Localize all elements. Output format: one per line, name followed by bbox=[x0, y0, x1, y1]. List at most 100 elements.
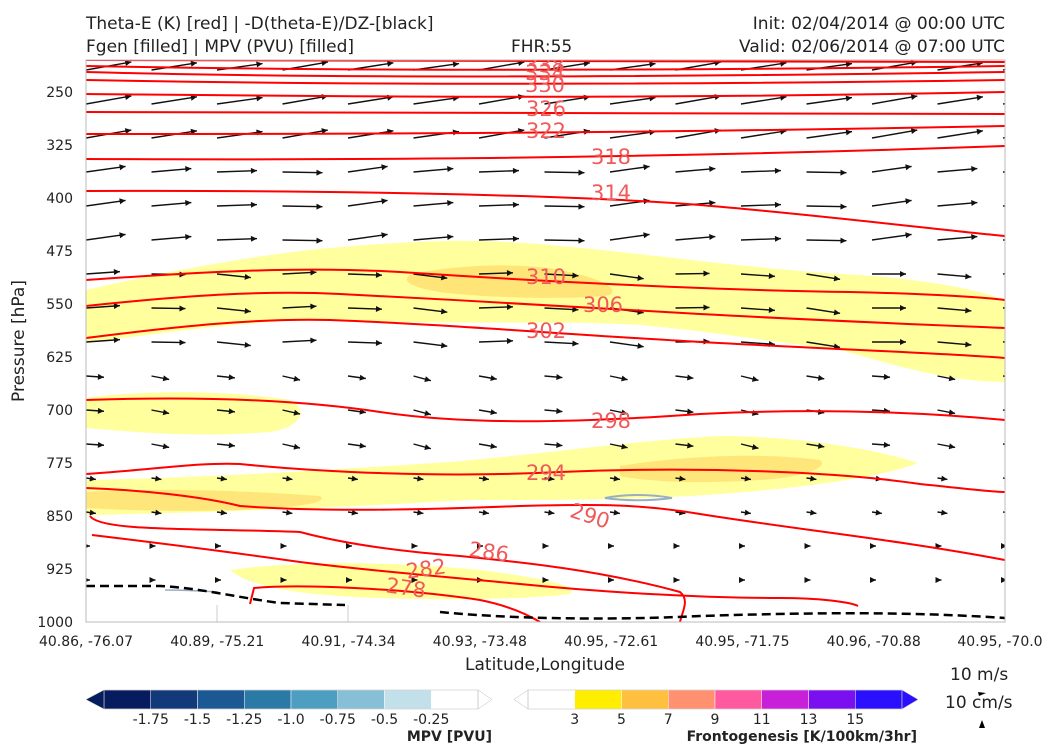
wind-vector-head bbox=[1031, 269, 1037, 275]
wind-vector-head bbox=[900, 271, 906, 277]
wind-vector-head bbox=[905, 198, 912, 205]
stability-contour bbox=[86, 584, 346, 607]
wind-vector bbox=[216, 237, 258, 241]
wind-vector-head bbox=[542, 543, 549, 549]
wind-vector bbox=[806, 205, 847, 208]
wind-vector-head bbox=[1037, 168, 1043, 174]
wind-vector-head bbox=[381, 198, 388, 205]
fgen-fill-region bbox=[86, 240, 1005, 382]
wind-vector bbox=[1002, 409, 1005, 411]
wind-vector-head bbox=[215, 543, 221, 549]
x-tick-label: 40.91, -74.34 bbox=[302, 634, 396, 650]
wind-vector bbox=[609, 96, 656, 105]
wind-vector bbox=[740, 169, 782, 173]
wind-vector-head bbox=[124, 94, 132, 101]
theta-e-contour bbox=[86, 268, 1005, 301]
x-axis-label: Latitude,Longitude bbox=[465, 655, 625, 675]
theta-e-contour-label: 286 bbox=[467, 537, 510, 566]
title-line-2: Fgen [filled] | MPV (PVU) [filled] bbox=[86, 37, 355, 57]
y-tick-label: 400 bbox=[46, 191, 73, 207]
theta-e-contour bbox=[86, 189, 1005, 237]
wind-vector-head bbox=[883, 441, 890, 448]
wind-vector bbox=[806, 171, 847, 174]
wind-vector-head bbox=[359, 442, 366, 449]
wind-vector-head bbox=[280, 543, 287, 549]
wind-vector bbox=[1002, 69, 1005, 71]
wind-vector bbox=[347, 233, 388, 241]
theta-e-contour-label: 322 bbox=[526, 119, 566, 143]
wind-vector bbox=[86, 199, 126, 207]
wind-vector-head bbox=[542, 577, 549, 583]
wind-vector bbox=[1002, 103, 1005, 105]
wind-vector-head bbox=[162, 409, 170, 416]
fgen-fill-region bbox=[86, 489, 322, 511]
wind-vector-head bbox=[578, 169, 585, 176]
wind-vector bbox=[86, 233, 126, 241]
wind-vector-head bbox=[440, 274, 448, 281]
wind-vector-head bbox=[119, 164, 126, 171]
theta-e-contour-label: 314 bbox=[591, 181, 631, 205]
wind-vector-head bbox=[572, 306, 579, 313]
wind-vector bbox=[675, 235, 716, 241]
wind-vector-head bbox=[1042, 61, 1048, 67]
wind-vector bbox=[675, 95, 721, 105]
y-tick-label: 850 bbox=[46, 509, 73, 525]
wind-vector-head bbox=[185, 234, 192, 241]
wind-vector-head bbox=[310, 269, 317, 276]
theta-e-contour-label: 334 bbox=[525, 61, 565, 85]
wind-vector-head bbox=[840, 237, 847, 244]
theta-e-contour-label: 282 bbox=[404, 554, 447, 583]
wind-vector bbox=[1002, 477, 1005, 479]
colorbar-swatch bbox=[337, 689, 385, 710]
wind-vector bbox=[216, 203, 258, 207]
wind-vector-head bbox=[744, 509, 751, 516]
colorbar-extend-right bbox=[477, 689, 493, 710]
theta-e-contour bbox=[86, 91, 1005, 98]
colorbar-extend-left bbox=[513, 689, 529, 710]
title-line-1: Theta-E (K) [red] | -D(theta-E)/DZ-[blac… bbox=[86, 14, 434, 34]
wind-vector-head bbox=[845, 129, 853, 136]
wind-vector bbox=[478, 203, 520, 207]
wind-vector bbox=[806, 130, 853, 139]
theta-e-contour bbox=[86, 79, 1005, 85]
wind-vector-head bbox=[840, 169, 847, 176]
wind-vector-head bbox=[293, 443, 301, 450]
wind-vector-head bbox=[351, 475, 358, 482]
vector-scale-vertical: 10 cm/s bbox=[945, 693, 1013, 713]
wind-vector-head bbox=[817, 442, 825, 449]
wind-vector-head bbox=[244, 273, 251, 280]
wind-vector bbox=[871, 199, 912, 207]
wind-vector bbox=[806, 96, 853, 105]
wind-vector bbox=[478, 169, 520, 173]
wind-vector-head bbox=[583, 94, 590, 101]
wind-vector bbox=[871, 233, 912, 241]
wind-vector-head bbox=[250, 201, 257, 208]
wind-vector-head bbox=[359, 374, 366, 381]
wind-vector-head bbox=[411, 543, 418, 549]
theta-e-contour-label: 290 bbox=[567, 498, 613, 533]
wind-vector-head bbox=[572, 272, 579, 279]
theta-e-contour bbox=[86, 71, 1005, 78]
wind-vector-head bbox=[608, 577, 614, 583]
theta-e-contour bbox=[86, 318, 1005, 359]
theta-e-contour-label: 306 bbox=[583, 293, 623, 317]
wind-vector-head bbox=[687, 374, 694, 381]
theta-e-contour-label: 318 bbox=[591, 145, 631, 169]
wind-vector-head bbox=[556, 408, 563, 415]
wind-vector bbox=[216, 96, 263, 105]
wind-vector-head bbox=[965, 341, 972, 348]
wind-vector-head bbox=[97, 407, 104, 414]
colorbar-tick-label: 11 bbox=[753, 712, 771, 728]
wind-vector-head bbox=[709, 200, 716, 207]
colorbar-swatch bbox=[808, 689, 856, 710]
y-axis-ticks: 250 325 400 475 550 625 700 775 850 925 1000 bbox=[37, 85, 73, 631]
theta-e-contour bbox=[89, 515, 686, 622]
wind-vector-head bbox=[149, 543, 156, 549]
wind-vector-head bbox=[948, 443, 956, 450]
colorbar-tick-label: 7 bbox=[664, 712, 673, 728]
colorbar-swatch bbox=[150, 689, 198, 710]
colorbar-tick-label: -1.25 bbox=[226, 712, 262, 728]
wind-vector bbox=[544, 239, 585, 242]
theta-e-contour bbox=[86, 487, 1005, 561]
